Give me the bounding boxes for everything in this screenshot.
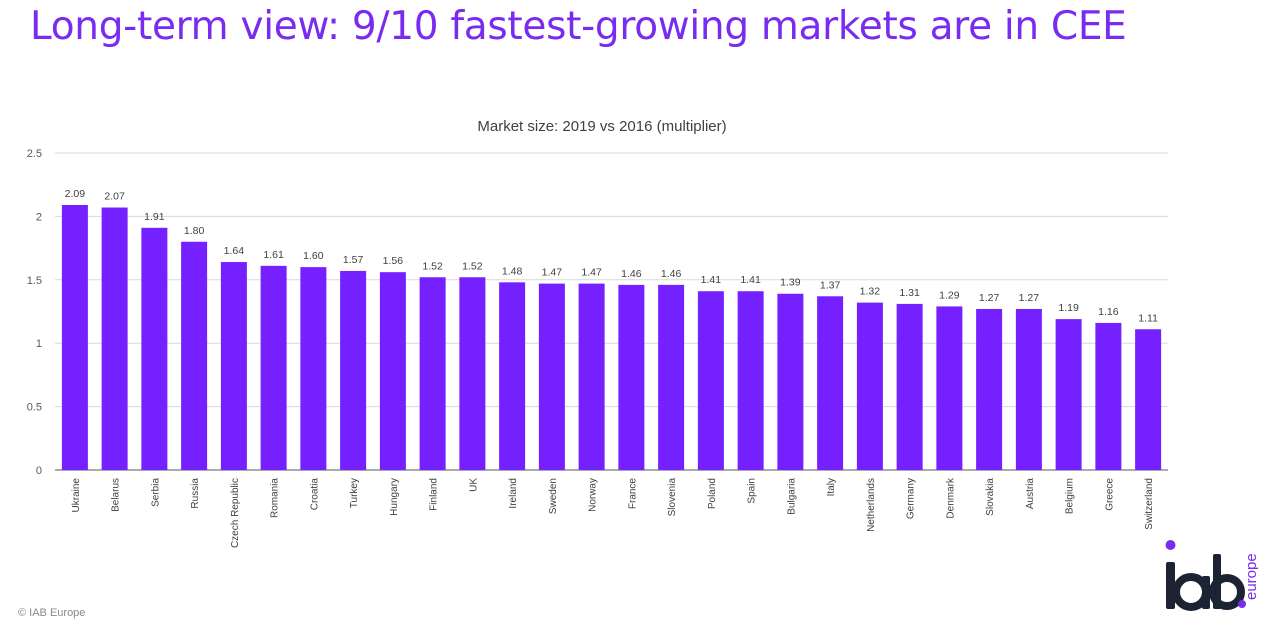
bar: [61, 204, 88, 470]
data-label: 1.60: [303, 250, 324, 262]
data-label: 1.61: [263, 249, 284, 261]
data-label: 1.80: [184, 225, 205, 237]
svg-text:europe: europe: [1243, 553, 1258, 600]
bar: [737, 291, 764, 470]
y-tick-label: 2.5: [27, 148, 42, 160]
x-tick-label: Denmark: [945, 477, 956, 519]
x-tick-label: UK: [468, 478, 479, 492]
data-label: 1.52: [422, 260, 443, 272]
data-label: 1.31: [899, 287, 920, 299]
bar: [340, 270, 367, 470]
x-tick-label: Spain: [747, 478, 758, 504]
x-tick-label: Russia: [190, 478, 201, 509]
bar: [777, 293, 804, 470]
bar: [1095, 322, 1122, 470]
data-label: 1.27: [1019, 292, 1040, 304]
data-label: 1.11: [1138, 312, 1158, 324]
y-tick-label: 1.5: [27, 275, 42, 287]
bar: [618, 284, 645, 470]
slide-title: Long-term view: 9/10 fastest-growing mar…: [30, 4, 1127, 49]
bar: [141, 227, 168, 470]
data-label: 1.48: [502, 265, 523, 277]
data-label: 1.27: [979, 292, 1000, 304]
data-label: 2.07: [104, 191, 125, 203]
data-label: 1.56: [383, 255, 404, 267]
data-label: 2.09: [65, 188, 86, 200]
x-tick-label: Slovakia: [985, 478, 996, 516]
x-tick-label: Germany: [906, 478, 917, 519]
data-label: 1.64: [224, 245, 245, 257]
x-tick-label: Turkey: [349, 478, 360, 508]
x-tick-label: Sweden: [548, 478, 559, 514]
data-label: 1.32: [860, 286, 881, 298]
data-label: 1.16: [1098, 306, 1119, 318]
data-label: 1.47: [581, 267, 602, 279]
bar: [976, 308, 1003, 470]
x-tick-label: Bulgaria: [786, 478, 797, 515]
bar: [1135, 329, 1162, 470]
data-label: 1.57: [343, 254, 364, 266]
data-label: 1.91: [144, 211, 165, 223]
x-tick-label: Ukraine: [71, 478, 82, 513]
x-tick-label: Serbia: [150, 478, 161, 507]
bar: [419, 277, 446, 470]
bar: [101, 207, 128, 471]
x-tick-label: Belarus: [111, 478, 122, 512]
data-label: 1.39: [780, 277, 801, 289]
bar: [896, 303, 923, 470]
x-tick-label: France: [627, 478, 638, 510]
data-label: 1.29: [939, 289, 960, 301]
data-label: 1.41: [740, 274, 761, 286]
bar: [1015, 308, 1042, 470]
x-tick-label: Romania: [270, 478, 281, 518]
bar: [499, 282, 526, 470]
data-label: 1.19: [1058, 302, 1079, 314]
data-label: 1.46: [621, 268, 642, 280]
y-tick-label: 1: [36, 338, 42, 350]
x-tick-label: Switzerland: [1144, 478, 1155, 530]
bar: [658, 284, 685, 470]
bar: [578, 283, 605, 470]
x-tick-label: Poland: [707, 478, 718, 509]
chart-title: Market size: 2019 vs 2016 (multiplier): [477, 118, 727, 135]
x-tick-label: Belgium: [1065, 478, 1076, 514]
bar: [538, 283, 565, 470]
x-tick-label: Austria: [1025, 478, 1036, 510]
data-label: 1.37: [820, 279, 841, 291]
x-tick-label: Ireland: [508, 478, 519, 509]
bar: [379, 272, 406, 470]
bar: [181, 241, 208, 470]
data-label: 1.52: [462, 260, 483, 272]
bar: [697, 291, 724, 470]
bar: [459, 277, 486, 470]
x-tick-label: Norway: [588, 478, 599, 512]
bar: [220, 262, 247, 470]
x-tick-label: Croatia: [309, 478, 320, 511]
bar: [1055, 319, 1082, 470]
bar: [936, 306, 963, 470]
bar: [300, 267, 327, 470]
data-label: 1.41: [701, 274, 722, 286]
x-tick-label: Slovenia: [667, 478, 678, 517]
copyright-text: © IAB Europe: [18, 607, 86, 619]
data-label: 1.47: [542, 267, 563, 279]
x-tick-label: Czech Republic: [230, 478, 241, 548]
bar: [817, 296, 844, 470]
x-tick-label: Greece: [1104, 478, 1115, 511]
x-tick-label: Hungary: [389, 478, 400, 516]
data-label: 1.46: [661, 268, 682, 280]
y-tick-label: 2: [36, 211, 42, 223]
bar: [260, 265, 287, 470]
bar: [856, 302, 883, 470]
y-tick-label: 0: [36, 465, 42, 477]
x-tick-label: Netherlands: [866, 478, 877, 532]
iab-europe-logo: europe: [1165, 540, 1258, 611]
x-tick-label: Italy: [826, 478, 837, 496]
y-tick-label: 0.5: [27, 402, 42, 414]
x-tick-label: Finland: [429, 478, 440, 511]
